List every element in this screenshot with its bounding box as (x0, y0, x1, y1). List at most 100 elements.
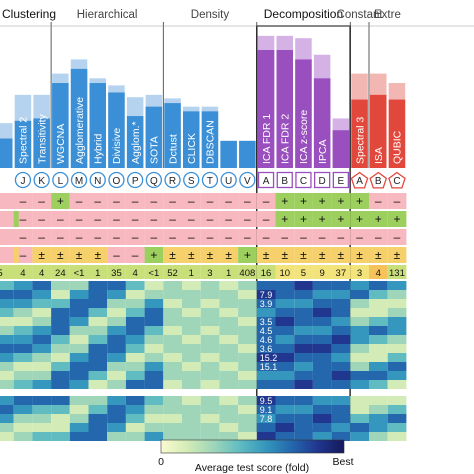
heat-cell-14-4 (69, 414, 89, 423)
heat-cell-15-17 (312, 423, 332, 432)
heat-cell-9-17 (312, 362, 332, 371)
heat-cell-10-18 (331, 371, 351, 380)
heat-cell-15-9 (163, 423, 182, 432)
heat-cell-14-11 (200, 414, 220, 423)
prop-cell-3-15 (294, 247, 313, 263)
prop-cell-0-9 (182, 193, 201, 209)
prop-cell-0-5 (107, 193, 126, 209)
heat-cell-4-2 (32, 317, 52, 326)
heat-cell-3-10 (182, 308, 201, 317)
heat-cell-4-10 (182, 317, 201, 326)
heat-cell-10-21 (387, 371, 407, 380)
heat-value-label-0: 7.9 (260, 290, 273, 300)
heat-cell-9-7 (125, 362, 145, 371)
prop-cell-3-16 (312, 247, 332, 263)
prop-cell-lead-1 (0, 211, 14, 227)
heat-cell-16-9 (163, 432, 182, 441)
heat-cell-1-0 (0, 290, 14, 299)
heat-cell-16-14 (256, 432, 276, 441)
prop-cell-3-14 (275, 247, 295, 263)
heat-cell-3-13 (238, 308, 257, 317)
heat-cell-15-14 (256, 423, 276, 432)
heat-cell-9-9 (163, 362, 182, 371)
prop-sign-3-2: ± (57, 248, 64, 262)
heat-cell-3-21 (387, 308, 407, 317)
prop-sign-2-19: – (375, 230, 382, 244)
heat-cell-6-12 (219, 335, 239, 344)
heat-cell-7-21 (387, 344, 407, 353)
heat-cell-13-10 (182, 405, 201, 414)
heat-cell-3-12 (219, 308, 239, 317)
heat-cell-16-15 (275, 432, 295, 441)
prop-sign-2-15: – (300, 230, 307, 244)
prop-sign-1-20: + (393, 212, 400, 226)
heat-cell-13-11 (200, 405, 220, 414)
prop-sign-0-19: – (375, 194, 382, 208)
count-label-6: 35 (111, 268, 122, 279)
count-cell-19 (350, 265, 369, 279)
heat-cell-8-3 (51, 353, 70, 362)
heat-cell-2-0 (0, 299, 14, 308)
prop-cell-3-11 (219, 247, 239, 263)
heat-cell-12-9 (163, 396, 182, 405)
heat-cell-12-19 (350, 396, 369, 405)
heat-cell-3-9 (163, 308, 182, 317)
heat-cell-1-3 (51, 290, 70, 299)
heat-cell-12-2 (32, 396, 52, 405)
heat-cell-11-4 (69, 380, 89, 389)
heat-cell-0-0 (0, 281, 14, 290)
heat-cell-8-9 (163, 353, 182, 362)
heat-cell-14-5 (88, 414, 108, 423)
prop-cell-3-13 (256, 247, 276, 263)
marker-circle-N (89, 171, 106, 189)
count-cell-14 (256, 265, 276, 279)
prop-sign-0-20: – (394, 194, 401, 208)
heat-cell-6-19 (350, 335, 369, 344)
heat-cell-8-6 (107, 353, 126, 362)
colorbar: 0 Best Average test score (fold) (158, 439, 354, 474)
heat-cell-11-1 (13, 380, 33, 389)
count-label-15: 10 (279, 268, 290, 279)
heat-cell-11-17 (312, 380, 332, 389)
method-label-2: Transitivity (36, 113, 48, 164)
prop-cell-1-1 (32, 211, 52, 227)
heat-cell-14-8 (144, 414, 164, 423)
count-cell-16 (294, 265, 313, 279)
prop-cell-2-11 (219, 229, 239, 245)
heat-cell-16-2 (32, 432, 52, 441)
heat-cell-0-15 (275, 281, 295, 290)
prop-cell-0-1 (32, 193, 52, 209)
prop-cell-2-19 (369, 229, 388, 245)
prop-sign-0-17: + (337, 194, 344, 208)
heat-cell-16-18 (331, 432, 351, 441)
heat-cell-13-16 (294, 405, 313, 414)
group-label-hierarchical: Hierarchical (77, 9, 138, 21)
heat-cell-6-0 (0, 335, 14, 344)
heat-cell-4-12 (219, 317, 239, 326)
heat-value-label-7: 15.1 (260, 362, 278, 372)
heat-cell-15-15 (275, 423, 295, 432)
prop-sign-3-9: ± (188, 248, 195, 262)
prop-cell-1-6 (125, 211, 145, 227)
heat-cell-2-5 (88, 299, 108, 308)
prop-cell-3-10 (200, 247, 220, 263)
prop-sign-2-11: – (225, 230, 232, 244)
heat-cell-7-11 (200, 344, 220, 353)
count-cell-8 (144, 265, 164, 279)
count-cell-10 (182, 265, 201, 279)
heat-cell-3-14 (256, 308, 276, 317)
prop-sign-1-4: – (94, 212, 101, 226)
heat-cell-11-15 (275, 380, 295, 389)
marker-circle-L (52, 171, 69, 189)
prop-cell-2-15 (294, 229, 313, 245)
heat-cell-2-10 (182, 299, 201, 308)
count-cell-21 (387, 265, 407, 279)
heat-cell-11-2 (32, 380, 52, 389)
heat-cell-7-2 (32, 344, 52, 353)
heat-cell-11-11 (200, 380, 220, 389)
heat-cell-4-5 (88, 317, 108, 326)
heat-cell-16-11 (200, 432, 220, 441)
prop-cell-0-10 (200, 193, 220, 209)
heat-cell-6-18 (331, 335, 351, 344)
